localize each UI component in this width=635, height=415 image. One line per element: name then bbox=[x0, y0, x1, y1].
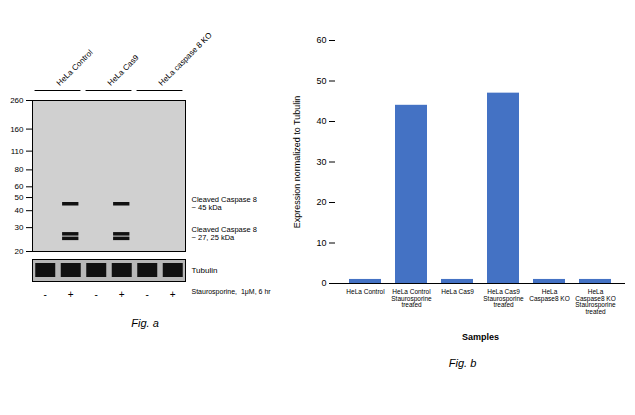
svg-text:-: - bbox=[146, 289, 149, 300]
svg-text:160: 160 bbox=[10, 125, 24, 134]
svg-text:50: 50 bbox=[15, 193, 24, 202]
svg-text:HeLa caspase 8 KO: HeLa caspase 8 KO bbox=[157, 31, 214, 88]
svg-text:30: 30 bbox=[15, 223, 24, 232]
svg-text:50: 50 bbox=[316, 76, 326, 86]
svg-text:20: 20 bbox=[316, 197, 326, 207]
svg-text:20: 20 bbox=[14, 247, 24, 257]
svg-text:0: 0 bbox=[321, 278, 326, 288]
svg-text:HeLa Cas9Staurosporinetreated: HeLa Cas9Staurosporinetreated bbox=[483, 288, 524, 308]
svg-text:260: 260 bbox=[10, 96, 24, 105]
svg-text:40: 40 bbox=[15, 206, 24, 215]
svg-text:Expression normalized to Tubul: Expression normalized to Tubulin bbox=[292, 96, 302, 229]
svg-text:Cleaved Caspase 8~ 45 kDa: Cleaved Caspase 8~ 45 kDa bbox=[192, 195, 257, 212]
svg-text:30: 30 bbox=[316, 157, 326, 167]
svg-text:Samples: Samples bbox=[462, 332, 499, 342]
svg-text:HeLa Cas9: HeLa Cas9 bbox=[441, 288, 474, 295]
svg-text:Cleaved Caspase 8~ 27, 25 kDa: Cleaved Caspase 8~ 27, 25 kDa bbox=[192, 225, 257, 242]
svg-text:Tubulin: Tubulin bbox=[192, 266, 218, 275]
svg-text:+: + bbox=[170, 289, 176, 300]
svg-text:HeLa ControlStaurosporinetreat: HeLa ControlStaurosporinetreated bbox=[391, 288, 432, 308]
svg-text:HeLa Cas9: HeLa Cas9 bbox=[106, 53, 141, 88]
svg-text:-: - bbox=[95, 289, 98, 300]
svg-text:HeLa Control: HeLa Control bbox=[346, 288, 385, 295]
svg-text:+: + bbox=[68, 289, 74, 300]
svg-text:HeLa Control: HeLa Control bbox=[55, 48, 95, 88]
svg-text:60: 60 bbox=[15, 182, 24, 191]
svg-text:60: 60 bbox=[316, 35, 326, 45]
svg-text:10: 10 bbox=[316, 238, 326, 248]
svg-text:HeLaCaspase8 KO: HeLaCaspase8 KO bbox=[529, 288, 569, 303]
svg-text:40: 40 bbox=[316, 116, 326, 126]
svg-text:+: + bbox=[119, 289, 125, 300]
svg-text:-: - bbox=[44, 289, 47, 300]
svg-text:80: 80 bbox=[15, 165, 24, 174]
html-text:Fig. a: Fig. a bbox=[131, 317, 159, 329]
html-text:Fig. b: Fig. b bbox=[448, 357, 477, 369]
svg-text:HeLaCaspase8 KOStaurosporinetr: HeLaCaspase8 KOStaurosporinetreated bbox=[575, 288, 616, 315]
svg-text:Staurosporine, 1μM, 6 hr: Staurosporine, 1μM, 6 hr bbox=[192, 288, 272, 296]
svg-text:110: 110 bbox=[11, 147, 24, 156]
